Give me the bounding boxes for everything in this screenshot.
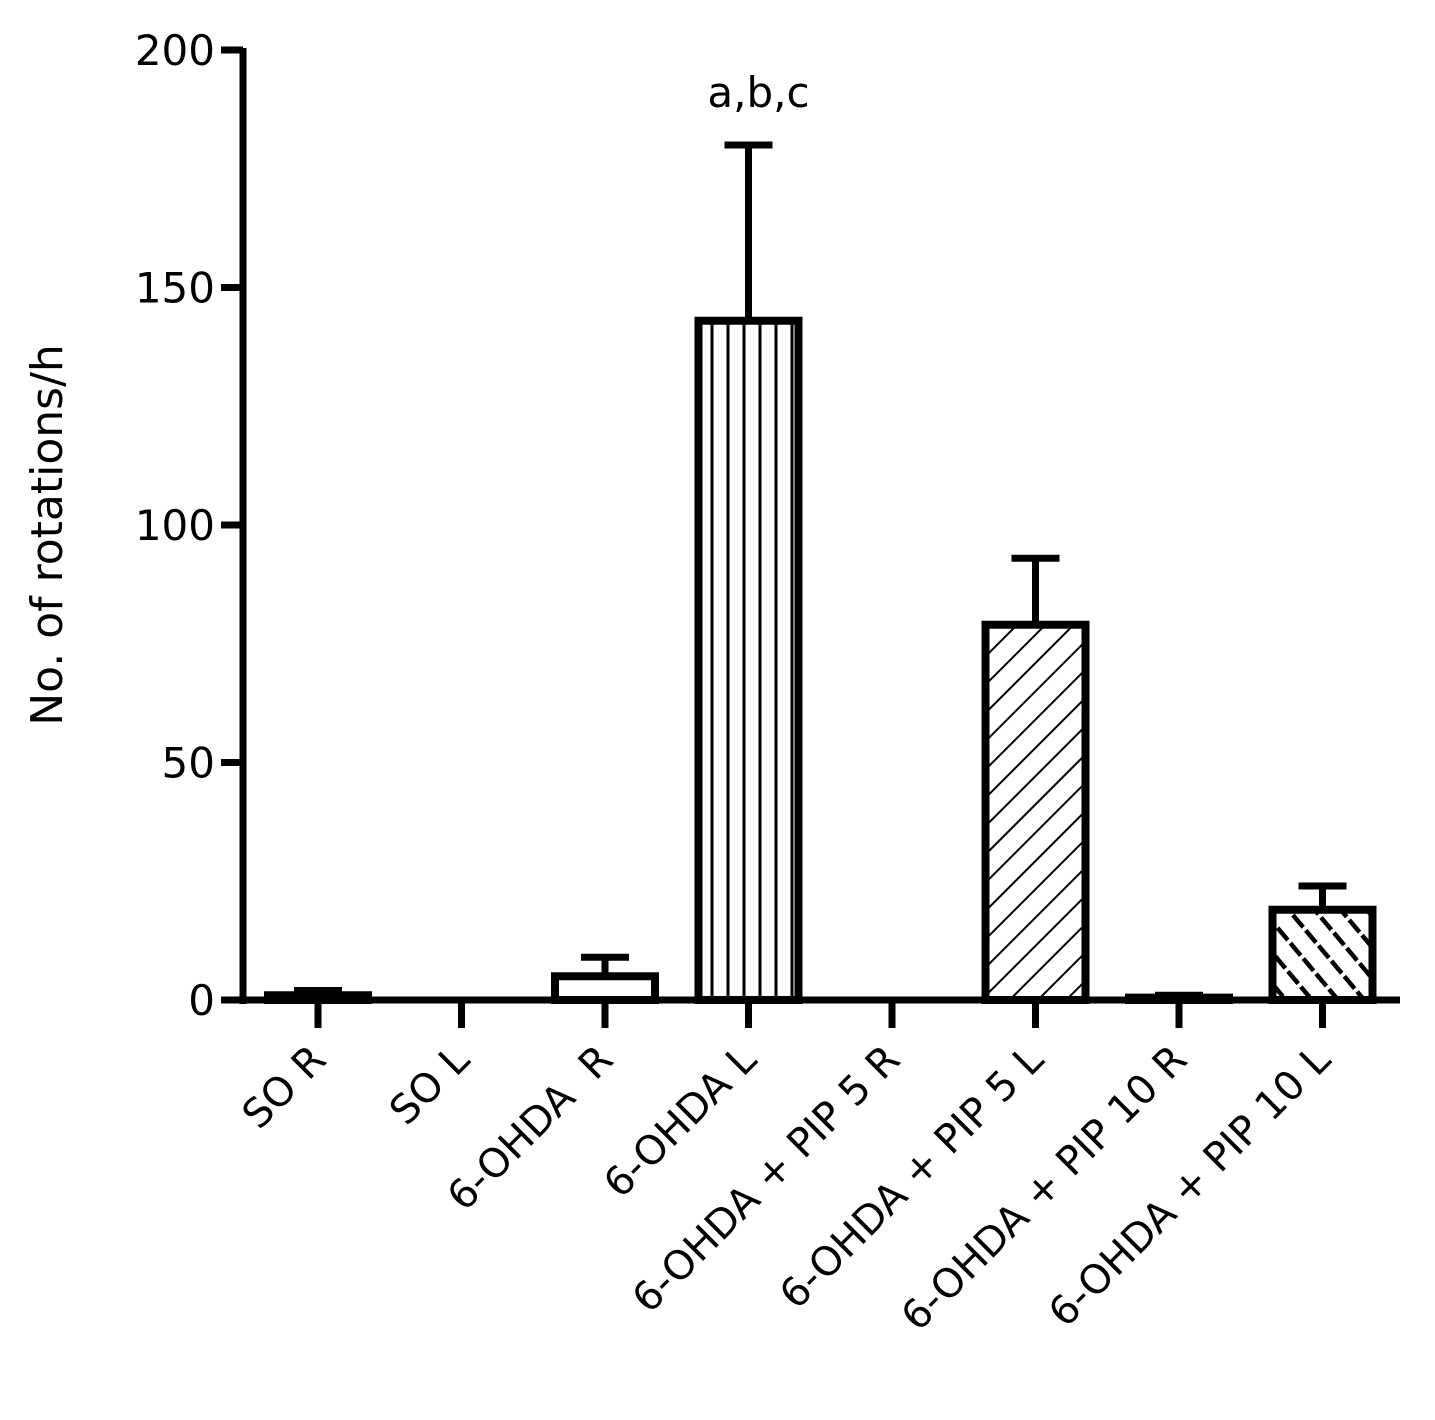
x-category-label: SO L (381, 1036, 479, 1134)
y-tick-label: 150 (135, 264, 215, 313)
error-bar-3 (724, 141, 773, 321)
bar-7 (1268, 905, 1377, 1004)
y-tick-label: 200 (135, 26, 215, 75)
x-category-label: 6-OHDA + PIP 10 L (1040, 1036, 1340, 1336)
annotations: a,b,c (707, 68, 809, 117)
bars (264, 316, 1377, 1004)
bar-5 (981, 620, 1090, 1004)
bar-2 (551, 972, 659, 1004)
error-bar-7 (1298, 882, 1347, 910)
error-bars (294, 141, 1347, 999)
y-tick-label: 50 (162, 739, 215, 788)
y-tick-label: 0 (188, 976, 215, 1025)
x-category-label: 6-OHDA + PIP 10 R (893, 1037, 1196, 1340)
error-bar-2 (581, 953, 629, 977)
bar-0 (264, 991, 372, 1004)
y-axis: 0 50 100 150 200 (135, 26, 247, 1025)
annotation-label: a,b,c (707, 68, 809, 117)
error-bar-6 (1155, 991, 1203, 999)
bar-3 (694, 316, 803, 1004)
x-category-label: SO R (234, 1037, 335, 1138)
y-tick-label: 100 (135, 501, 215, 550)
x-category-label: 6-OHDA + PIP 5 L (771, 1036, 1053, 1318)
error-bar-0 (294, 987, 342, 996)
x-category-label: 6-OHDA + PIP 5 R (624, 1037, 909, 1322)
x-axis-labels: SO R SO L6-OHDA R6-OHDA L6-OHDA + PIP 5 R… (234, 1036, 1340, 1340)
error-bar-5 (1011, 554, 1060, 625)
x-axis (240, 996, 1400, 1028)
y-axis-title: No. of rotations/h (22, 344, 73, 726)
